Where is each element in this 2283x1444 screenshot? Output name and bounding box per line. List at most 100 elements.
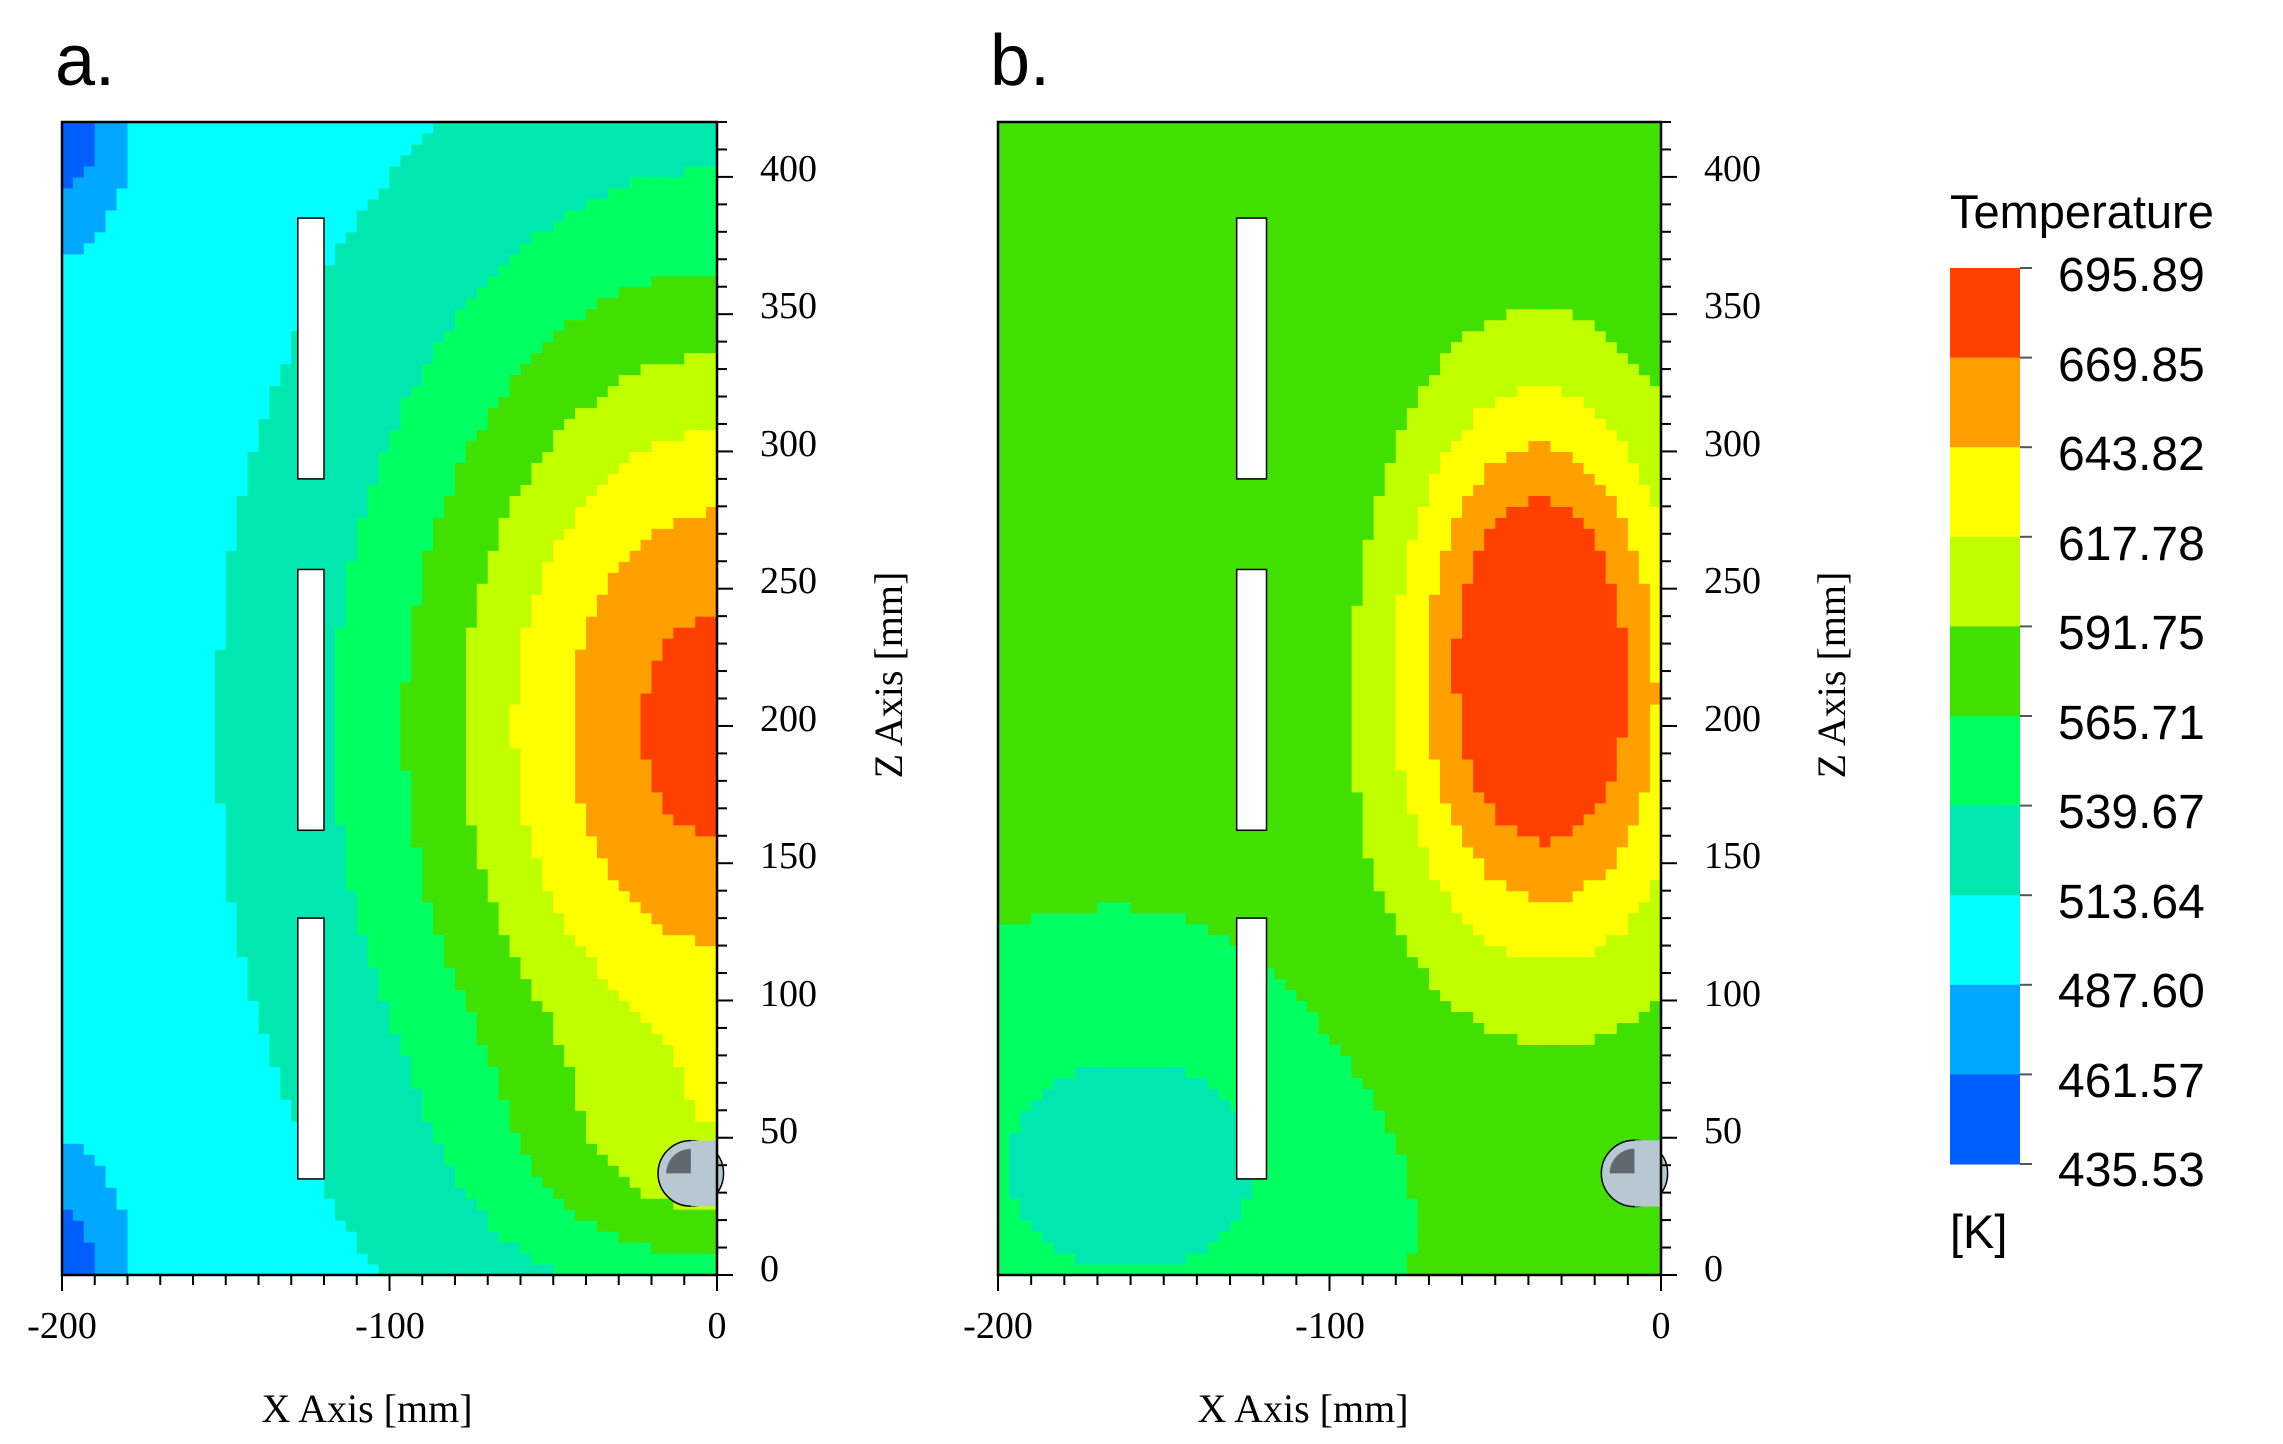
contour-cell: [356, 1055, 369, 1067]
contour-cell: [444, 506, 456, 518]
contour-cell: [182, 714, 194, 727]
contour-cell: [509, 682, 522, 694]
contour-cell: [531, 934, 543, 947]
contour-cell: [160, 1000, 172, 1013]
contour-cell: [160, 835, 172, 848]
contour-cell: [509, 923, 522, 936]
contour-cell: [455, 605, 467, 617]
contour-cell: [520, 429, 533, 442]
contour-cell: [564, 374, 576, 387]
contour-cell: [345, 945, 358, 958]
contour-cell: [94, 1044, 107, 1056]
contour-cell: [138, 407, 150, 420]
contour-cell: [389, 736, 402, 749]
contour-cell: [203, 682, 216, 694]
contour-cell: [367, 583, 380, 595]
contour-cell: [203, 978, 216, 991]
contour-cell: [214, 451, 227, 464]
contour-cell: [411, 934, 423, 947]
contour-cell: [378, 1132, 391, 1144]
contour-cell: [542, 561, 554, 573]
contour-cell: [247, 693, 260, 705]
contour-cell: [465, 671, 478, 683]
contour-cell: [72, 1220, 85, 1232]
contour-cell: [564, 868, 576, 881]
contour-cell: [575, 714, 587, 727]
contour-cell: [367, 682, 380, 694]
contour-cell: [422, 605, 434, 617]
contour-cell: [72, 1242, 85, 1254]
contour-cell: [367, 1044, 380, 1056]
contour-cell: [433, 693, 445, 705]
contour-cell: [149, 407, 161, 420]
contour-cell: [564, 363, 576, 376]
contour-cell: [269, 1055, 281, 1067]
contour-cell: [575, 1143, 587, 1155]
contour-cell: [258, 1264, 271, 1276]
contour-cell: [182, 176, 194, 189]
contour-cell: [193, 671, 205, 683]
contour-cell: [476, 1110, 489, 1122]
contour-cell: [542, 594, 554, 606]
contour-cell: [498, 671, 511, 683]
contour-cell: [269, 517, 281, 529]
contour-cell: [193, 879, 205, 892]
contour-cell: [509, 583, 522, 595]
contour-cell: [269, 835, 281, 848]
contour-cell: [378, 857, 391, 870]
contour-cell: [160, 758, 172, 771]
contour-cell: [203, 1154, 216, 1166]
contour-cell: [411, 682, 423, 694]
contour-cell: [345, 297, 358, 310]
contour-cell: [258, 791, 271, 804]
contour-cell: [509, 638, 522, 650]
contour-cell: [62, 418, 74, 431]
contour-cell: [400, 374, 412, 387]
contour-cell: [411, 703, 423, 716]
contour-cell: [214, 1242, 227, 1254]
contour-cell: [465, 1121, 478, 1133]
contour-cell: [400, 649, 412, 661]
contour-cell: [171, 220, 183, 233]
contour-cell: [378, 440, 391, 453]
contour-cell: [465, 550, 478, 562]
contour-cell: [356, 835, 369, 848]
contour-cell: [83, 154, 96, 167]
contour-cell: [455, 517, 467, 529]
contour-cell: [236, 967, 249, 980]
contour-cell: [465, 165, 478, 178]
contour-cell: [72, 319, 85, 332]
contour-cell: [258, 989, 271, 1002]
contour-cell: [531, 176, 543, 189]
contour-cell: [455, 220, 467, 233]
contour-cell: [433, 890, 445, 903]
contour-cell: [258, 846, 271, 859]
contour-cell: [520, 495, 533, 507]
contour-cell: [127, 912, 140, 925]
contour-cell: [138, 747, 150, 760]
contour-cell: [356, 758, 369, 771]
contour-cell: [182, 418, 194, 431]
contour-cell: [465, 143, 478, 156]
contour-cell: [465, 319, 478, 332]
contour-cell: [62, 176, 74, 189]
contour-cell: [247, 495, 260, 507]
contour-cell: [236, 1176, 249, 1188]
contour-cell: [291, 363, 303, 376]
contour-cell: [94, 791, 107, 804]
contour-cell: [422, 385, 434, 398]
contour-cell: [389, 231, 402, 244]
contour-cell: [160, 682, 172, 694]
contour-cell: [509, 143, 522, 156]
contour-cell: [422, 297, 434, 310]
contour-cell: [465, 297, 478, 310]
contour-cell: [94, 363, 107, 376]
contour-cell: [553, 462, 565, 474]
contour-cell: [105, 473, 118, 485]
contour-cell: [400, 945, 412, 958]
contour-cell: [389, 945, 402, 958]
contour-cell: [214, 583, 227, 595]
contour-cell: [553, 209, 565, 222]
contour-cell: [193, 1077, 205, 1089]
contour-cell: [182, 429, 194, 442]
